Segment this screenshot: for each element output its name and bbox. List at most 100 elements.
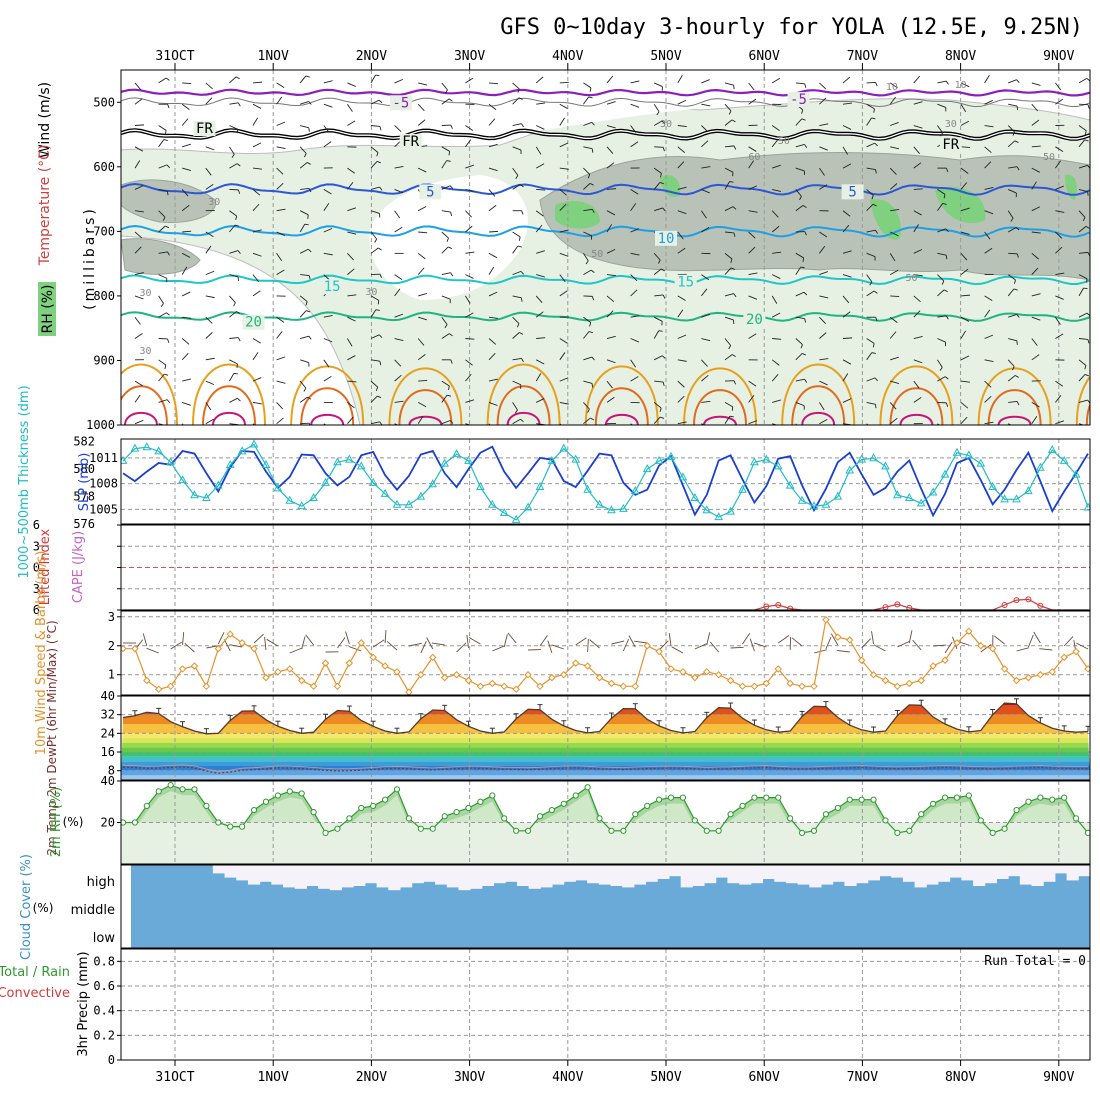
rh-marker: [417, 825, 424, 832]
thickness-marker: [297, 501, 307, 510]
rh-50-area: [539, 152, 1090, 281]
contour-label-bg: [321, 279, 344, 295]
wind-barb: [347, 268, 355, 275]
wind-barb-feather: [166, 164, 171, 169]
wind-barb: [960, 146, 971, 148]
wind-barb: [653, 416, 661, 425]
rh-tick-label: 20: [101, 816, 115, 830]
wind-barb: [205, 245, 212, 254]
wind-barb-feather: [521, 210, 524, 215]
rh-marker: [751, 794, 758, 801]
wind-barb: [370, 421, 380, 425]
lifted-index-point: [763, 603, 770, 610]
wind-barb: [1078, 312, 1088, 318]
thickness-marker: [654, 455, 664, 464]
wind-barb: [276, 146, 286, 149]
wind-barb: [677, 309, 684, 318]
wind-barb: [536, 337, 546, 339]
contour-label-bg: [655, 230, 677, 246]
wind-barb: [701, 313, 711, 318]
rh-marker: [775, 794, 782, 801]
wind-barb: [748, 246, 756, 254]
wind-barb-10m: [507, 632, 517, 644]
wind-barb: [536, 398, 545, 403]
wind-barb: [606, 274, 616, 277]
wind-speed-marker: [250, 644, 258, 653]
wind-barb: [1031, 167, 1040, 173]
wind-barb-feather: [589, 322, 592, 327]
wind-barb: [1078, 164, 1088, 169]
thickness-marker: [869, 453, 878, 462]
rh-legend-swatch: [38, 282, 56, 336]
wind-barb: [583, 146, 593, 150]
wind-barb-feather: [166, 399, 171, 404]
wind-barb-feather: [944, 376, 949, 380]
wind-speed-marker: [834, 633, 842, 641]
wind-barb: [1031, 181, 1037, 190]
wind-barb: [300, 359, 309, 364]
rh-marker: [465, 804, 472, 812]
wind-barb-feather: [379, 361, 382, 366]
wind-barb: [394, 78, 404, 84]
boundary-layer-isotherm: [997, 415, 1032, 425]
date-label: 4NOV: [552, 1070, 583, 1085]
rh-marker: [787, 815, 794, 822]
wind-barb: [866, 290, 875, 297]
wind-barb: [984, 231, 991, 240]
wind-barb-feather: [379, 186, 383, 191]
wind-barb-10m: [146, 647, 159, 654]
wind-barb-feather: [662, 207, 666, 212]
wind-barb: [323, 252, 333, 256]
wind-barb: [394, 400, 404, 403]
wind-barb-feather: [801, 109, 804, 114]
wind-barb: [299, 248, 309, 254]
wind-barb-10m: [184, 642, 195, 653]
high-cloud-gap: [364, 865, 378, 884]
wind-barb-10m: [742, 632, 751, 645]
wind-barb: [960, 167, 969, 174]
temp-band: [121, 738, 1090, 743]
wind-barb-feather: [591, 148, 594, 153]
wind-barb-feather: [874, 404, 877, 409]
wind-barb: [583, 167, 591, 175]
wind-barb: [158, 125, 167, 131]
wind-barb: [795, 266, 802, 275]
wind-barb-feather: [514, 409, 518, 414]
wind-barb: [158, 359, 167, 366]
wind-barb: [1007, 125, 1015, 133]
wind-barb: [323, 315, 333, 318]
wind-barb: [559, 352, 566, 361]
wind-barb-feather: [167, 338, 170, 343]
thickness-marker: [1000, 494, 1009, 503]
rh-marker: [584, 784, 591, 791]
wind-barb: [819, 167, 825, 176]
thickness-marker: [356, 461, 366, 470]
wind-barb: [630, 274, 638, 282]
wind-barb-feather: [516, 323, 520, 328]
wind-barb: [606, 162, 615, 169]
wind-barb-feather: [379, 273, 383, 278]
wind-speed-marker: [643, 642, 651, 650]
wind-barb: [654, 380, 664, 383]
cloud-level-label: high: [87, 875, 115, 890]
wind-barb: [559, 203, 567, 212]
wind-barb: [323, 375, 332, 382]
wind-barb-feather: [233, 372, 238, 375]
wind-barb-feather: [801, 118, 806, 121]
wind-barb-10m: [223, 639, 231, 652]
wind-barb: [583, 331, 590, 339]
thickness-tick-label: 580: [73, 462, 95, 476]
rh-marker: [381, 796, 389, 803]
thickness-marker: [1059, 455, 1069, 464]
wind-speed-marker: [1036, 671, 1045, 679]
contour-labels: -5 -5 FR FR FR 5 5 10 15 15 20 20 10 30 50 60 30 50 30 30 50…: [140, 80, 1055, 357]
wind-barb-10m: [182, 632, 185, 646]
run-total: Run Total = 0: [984, 954, 1086, 969]
wind-barb: [984, 186, 994, 190]
wind-barb: [748, 231, 756, 239]
wind-barb-feather: [1084, 365, 1087, 370]
rh-contour-label: 30: [140, 346, 152, 357]
wind-barb-feather: [519, 184, 524, 188]
cloud-level-label: middle: [71, 903, 115, 918]
wind-barb-feather: [658, 330, 663, 332]
